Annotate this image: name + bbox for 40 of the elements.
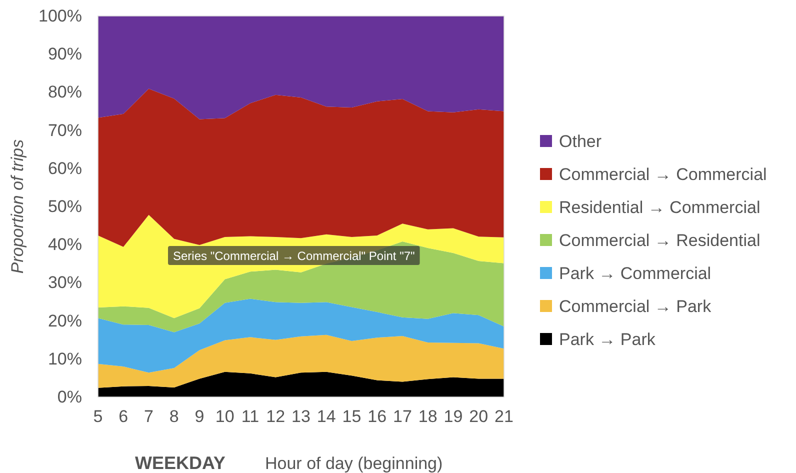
legend-label: Commercial → Residential bbox=[559, 231, 760, 250]
x-tick-label: 9 bbox=[194, 407, 204, 426]
x-tick-label: 12 bbox=[266, 407, 286, 426]
x-tick-label: 15 bbox=[342, 407, 362, 426]
x-tick-label: 7 bbox=[144, 407, 154, 426]
annotation: Series "Commercial → Commercial" Point "7" bbox=[173, 249, 415, 263]
legend-label: Park → Park bbox=[559, 330, 656, 349]
legend-label: Park → Commercial bbox=[559, 264, 712, 283]
y-tick-label: 100% bbox=[38, 6, 82, 26]
x-tick-label: 11 bbox=[241, 407, 260, 426]
y-tick-label: 0% bbox=[57, 387, 82, 406]
y-axis-title: Proportion of trips bbox=[8, 138, 27, 274]
x-tick-label: 18 bbox=[418, 407, 438, 426]
x-tick-label: 8 bbox=[169, 407, 179, 426]
y-tick-label: 40% bbox=[48, 235, 82, 254]
legend-label: Commercial → Park bbox=[559, 297, 712, 316]
x-tick-label: 14 bbox=[316, 407, 336, 426]
legend-label: Commercial → Commercial bbox=[559, 165, 767, 184]
x-tick-label: 20 bbox=[469, 407, 488, 426]
y-tick-label: 70% bbox=[48, 120, 82, 140]
x-tick-label: 5 bbox=[93, 407, 103, 426]
x-tick-label: 16 bbox=[368, 407, 387, 426]
legend-label: Other bbox=[559, 132, 602, 151]
y-tick-label: 10% bbox=[48, 349, 82, 368]
y-tick-label: 90% bbox=[48, 44, 82, 64]
x-tick-label: 13 bbox=[292, 407, 310, 426]
legend-label: Residential → Commercial bbox=[559, 198, 760, 217]
x-axis-title: Hour of day (beginning) bbox=[265, 454, 443, 473]
x-tick-label: 17 bbox=[393, 407, 412, 426]
x-tick-label: 6 bbox=[118, 407, 128, 426]
tooltip: Series "Commercial → Commercial" Point "7" bbox=[168, 246, 420, 265]
y-tick-label: 60% bbox=[48, 158, 82, 178]
x-tick-label: 10 bbox=[215, 407, 234, 426]
x-tick-label: 21 bbox=[494, 407, 514, 426]
y-tick-label: 20% bbox=[48, 311, 82, 330]
x-tick-label: 19 bbox=[444, 407, 463, 426]
y-tick-label: 30% bbox=[48, 273, 82, 292]
y-tick-label: 50% bbox=[48, 196, 82, 216]
y-tick-label: 80% bbox=[48, 82, 82, 102]
text: WEEKDAY bbox=[135, 453, 226, 473]
